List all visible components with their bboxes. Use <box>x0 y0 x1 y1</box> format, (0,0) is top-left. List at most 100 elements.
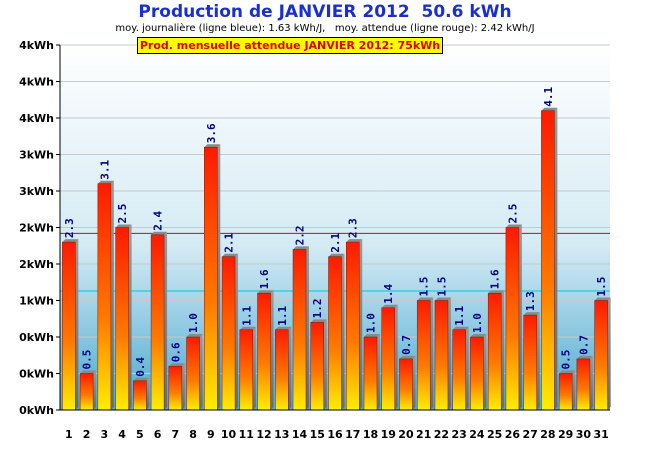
bar <box>594 300 608 411</box>
x-tick-label: 22 <box>434 428 449 441</box>
bar-day-23: 1.1 <box>452 305 469 411</box>
bar-side <box>483 334 487 410</box>
bar-top <box>293 246 310 250</box>
bar-top <box>275 326 292 330</box>
bar-value-label: 2.1 <box>223 232 236 252</box>
bar-side <box>181 363 185 410</box>
bar-side <box>447 297 451 410</box>
bar-value-label: 1.0 <box>187 313 200 333</box>
chart-title: Production de JANVIER 2012 50.6 kWh <box>138 2 512 22</box>
bar-side <box>518 224 522 410</box>
bar-value-label: 1.6 <box>489 269 502 289</box>
y-tick-label: 0kWh <box>19 331 54 344</box>
bar-side <box>394 304 398 410</box>
x-axis-labels: 1 2 3 4 5 6 7 8 9 10 11 12 13 14 15 16 17 18 19 20 21 22 23 24 2… <box>65 428 609 441</box>
x-tick-label: 25 <box>487 428 502 441</box>
bar <box>452 329 466 411</box>
x-tick-label: 2 <box>83 428 91 441</box>
bar-day-30: 0.7 <box>576 335 593 411</box>
bar-value-label: 0.7 <box>577 335 590 355</box>
bar-day-8: 1.0 <box>186 313 203 411</box>
y-tick-label: 2kWh <box>19 258 54 271</box>
y-tick-label: 1kWh <box>19 295 54 308</box>
bar-value-label: 2.5 <box>116 204 129 224</box>
bar-top <box>186 334 203 337</box>
bar-value-label: 0.5 <box>560 350 573 370</box>
bar-side <box>75 239 79 410</box>
bar-top <box>381 304 398 308</box>
x-tick-label: 27 <box>523 428 538 441</box>
bar-value-label: 2.4 <box>152 211 165 231</box>
bar-value-label: 1.1 <box>276 305 289 325</box>
bar-day-22: 1.5 <box>434 277 451 411</box>
y-tick-label: 3kWh <box>19 149 54 162</box>
bar <box>505 227 520 411</box>
bar-side <box>252 326 256 410</box>
x-tick-label: 19 <box>381 428 396 441</box>
bar <box>97 183 112 411</box>
bar-value-label: 3.1 <box>98 159 111 179</box>
bar-side <box>306 246 310 410</box>
bar-top <box>505 224 522 228</box>
bar-day-17: 2.3 <box>345 218 363 411</box>
y-tick-label: 0kWh <box>19 368 54 381</box>
x-tick-label: 30 <box>576 428 592 441</box>
x-tick-label: 16 <box>327 428 343 441</box>
bar-side <box>93 370 97 410</box>
bar <box>558 373 573 411</box>
bar-day-1: 2.3 <box>62 218 79 411</box>
bar-value-label: 1.5 <box>595 277 608 297</box>
bar-day-12: 1.6 <box>257 269 274 411</box>
bar-value-label: 2.5 <box>506 204 519 224</box>
bar-day-5: 0.4 <box>133 357 150 411</box>
bar-top <box>310 319 327 323</box>
bar-top <box>80 370 97 374</box>
bar <box>292 249 307 411</box>
bar-day-3: 3.1 <box>97 159 114 411</box>
bar-day-20: 0.7 <box>399 335 416 411</box>
bar <box>487 292 502 411</box>
bar-day-16: 2.1 <box>328 232 345 411</box>
bar-top <box>523 312 540 316</box>
bar <box>523 314 537 411</box>
bar-top <box>594 297 611 301</box>
bar <box>576 358 591 411</box>
bar-day-15: 1.2 <box>310 299 327 411</box>
x-tick-label: 18 <box>363 428 378 441</box>
bar-day-10: 2.1 <box>221 232 239 411</box>
x-tick-label: 12 <box>256 428 271 441</box>
x-tick-label: 10 <box>221 428 237 441</box>
bar-side <box>199 334 203 410</box>
bar-top <box>399 355 416 359</box>
y-tick-label: 0kWh <box>19 404 54 417</box>
bar-top <box>559 370 576 374</box>
bar-top <box>541 107 558 111</box>
x-tick-label: 11 <box>239 428 254 441</box>
x-tick-label: 20 <box>398 428 414 441</box>
bar-side <box>110 180 114 410</box>
bar-side <box>607 297 611 410</box>
bar <box>381 307 395 411</box>
y-tick-label: 4kWh <box>19 76 54 89</box>
bar-top <box>222 253 239 257</box>
y-axis-labels: 0kWh 0kWh 0kWh 1kWh 2kWh 2kWh 3kWh 3kWh 4kWh 4kWh… <box>19 39 54 417</box>
bar <box>541 110 555 411</box>
bar-top <box>363 334 380 337</box>
y-tick-label: 4kWh <box>19 39 54 52</box>
bar-top <box>133 377 150 381</box>
bar-side <box>412 355 416 410</box>
bar-day-28: 4.1 <box>541 86 558 411</box>
bar-side <box>554 107 558 410</box>
bar-day-7: 0.6 <box>168 342 185 411</box>
bar-side <box>341 253 345 410</box>
bar <box>204 146 218 411</box>
bar-value-label: 1.6 <box>258 269 271 289</box>
bar-side <box>146 377 150 410</box>
x-tick-label: 15 <box>310 428 325 441</box>
bar-value-label: 3.6 <box>205 123 218 143</box>
bar-side <box>430 297 434 410</box>
bar-top <box>204 144 221 148</box>
bar-top <box>488 290 505 294</box>
chart-subtitle: moy. journalière (ligne bleue): 1.63 kWh… <box>115 23 535 34</box>
bar-top <box>470 334 487 337</box>
